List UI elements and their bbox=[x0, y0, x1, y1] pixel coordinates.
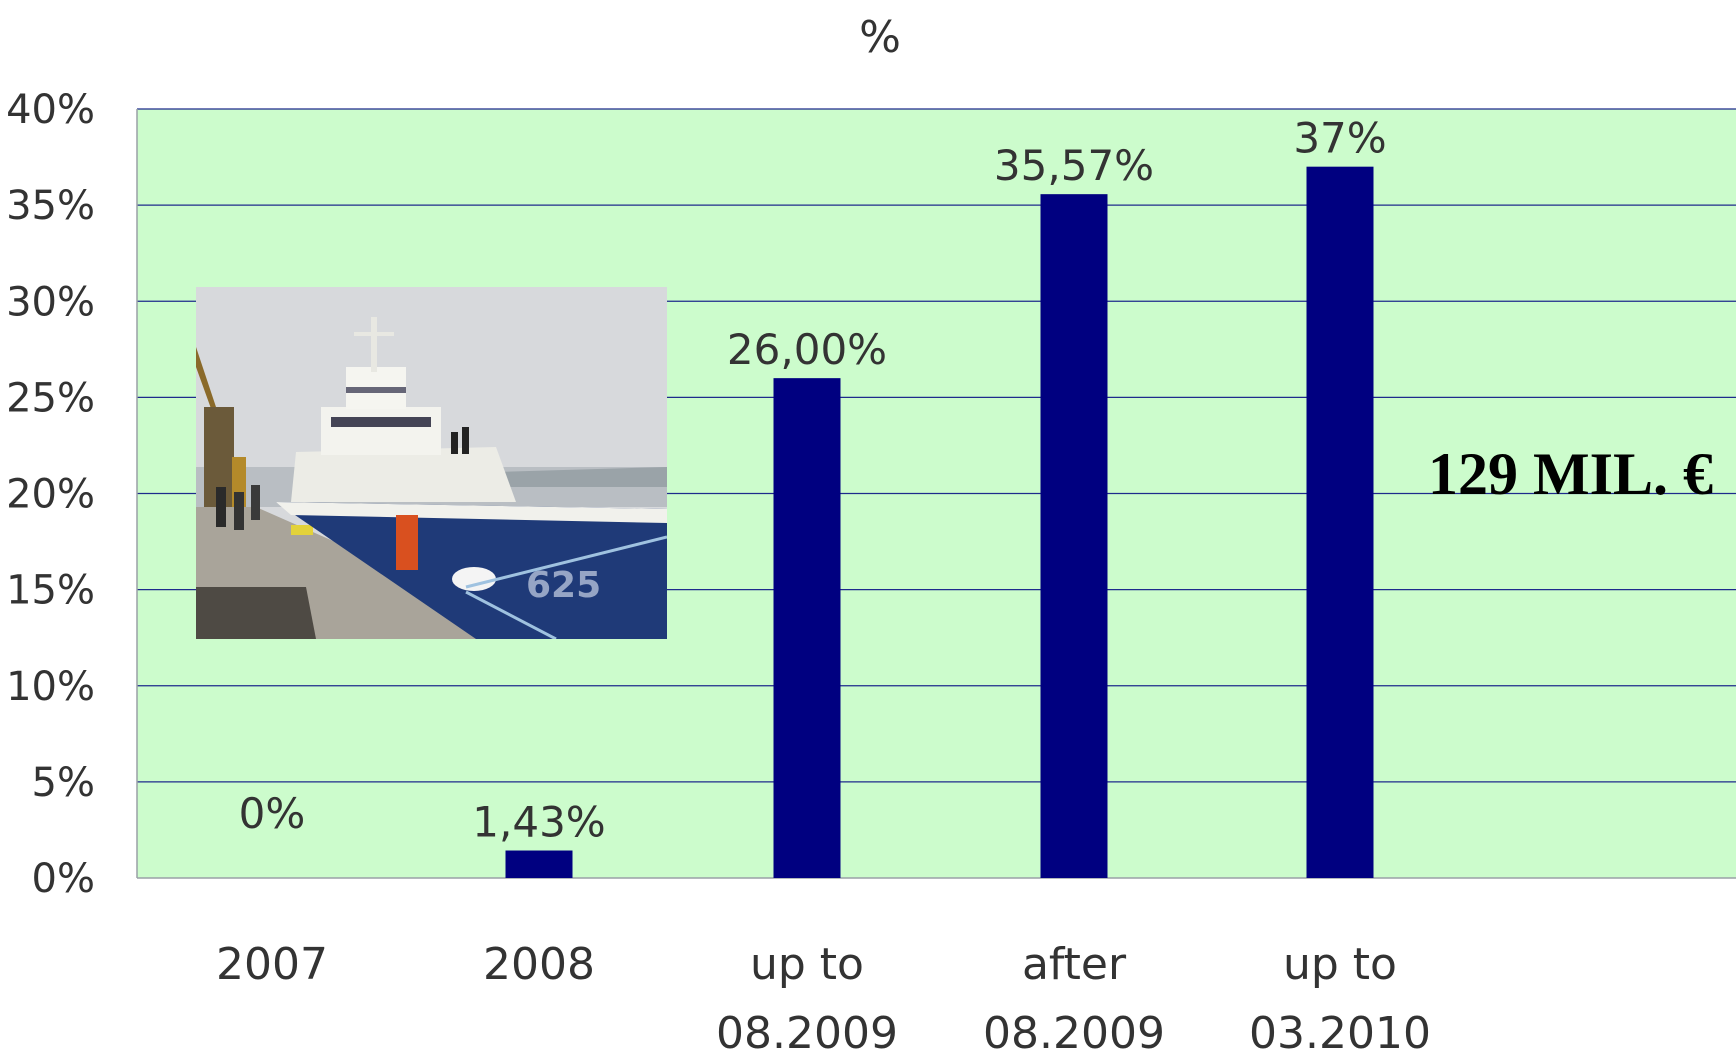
y-tick-label: 25% bbox=[6, 375, 95, 421]
y-tick-label: 40% bbox=[6, 87, 95, 133]
y-axis-ticks: 0% 5% 10% 15% 20% 25% 30% 35% 40% bbox=[6, 87, 95, 902]
y-tick-label: 15% bbox=[6, 568, 95, 614]
x-tick-label: 08.2009 bbox=[716, 1008, 898, 1059]
data-label: 1,43% bbox=[472, 798, 605, 847]
bars bbox=[505, 166, 1374, 879]
y-tick-label: 20% bbox=[6, 472, 95, 518]
y-tick-label: 0% bbox=[32, 856, 95, 902]
y-tick-label: 10% bbox=[6, 664, 95, 710]
y-tick-label: 5% bbox=[32, 760, 95, 806]
hull-number: 625 bbox=[526, 565, 601, 606]
patrol-boat-photo: 625 bbox=[196, 287, 667, 639]
total-annotation: 129 MIL. € bbox=[1428, 441, 1713, 507]
x-tick-label: after bbox=[1022, 939, 1127, 990]
x-tick-label: up to bbox=[1283, 939, 1397, 990]
x-tick-label: 08.2009 bbox=[983, 1008, 1165, 1059]
chart-title: % bbox=[859, 12, 901, 63]
data-label: 0% bbox=[239, 789, 306, 838]
data-label: 26,00% bbox=[727, 325, 887, 374]
y-tick-label: 30% bbox=[6, 279, 95, 325]
data-label: 35,57% bbox=[994, 141, 1154, 190]
bar bbox=[1040, 194, 1108, 878]
x-axis-ticks: 2007 2008 up to 08.2009 after 08.2009 up to 03.… bbox=[216, 939, 1431, 1059]
x-tick-label: up to bbox=[750, 939, 864, 990]
y-tick-label: 35% bbox=[6, 183, 95, 229]
x-tick-label: 2007 bbox=[216, 939, 328, 990]
x-tick-label: 03.2010 bbox=[1249, 1008, 1431, 1059]
x-tick-label: 2008 bbox=[483, 939, 595, 990]
bar bbox=[1306, 166, 1374, 879]
data-label: 37% bbox=[1293, 114, 1386, 163]
data-labels: 0% 1,43% 26,00% 35,57% 37% bbox=[239, 114, 1387, 847]
bar bbox=[773, 378, 841, 878]
bar bbox=[505, 850, 573, 878]
